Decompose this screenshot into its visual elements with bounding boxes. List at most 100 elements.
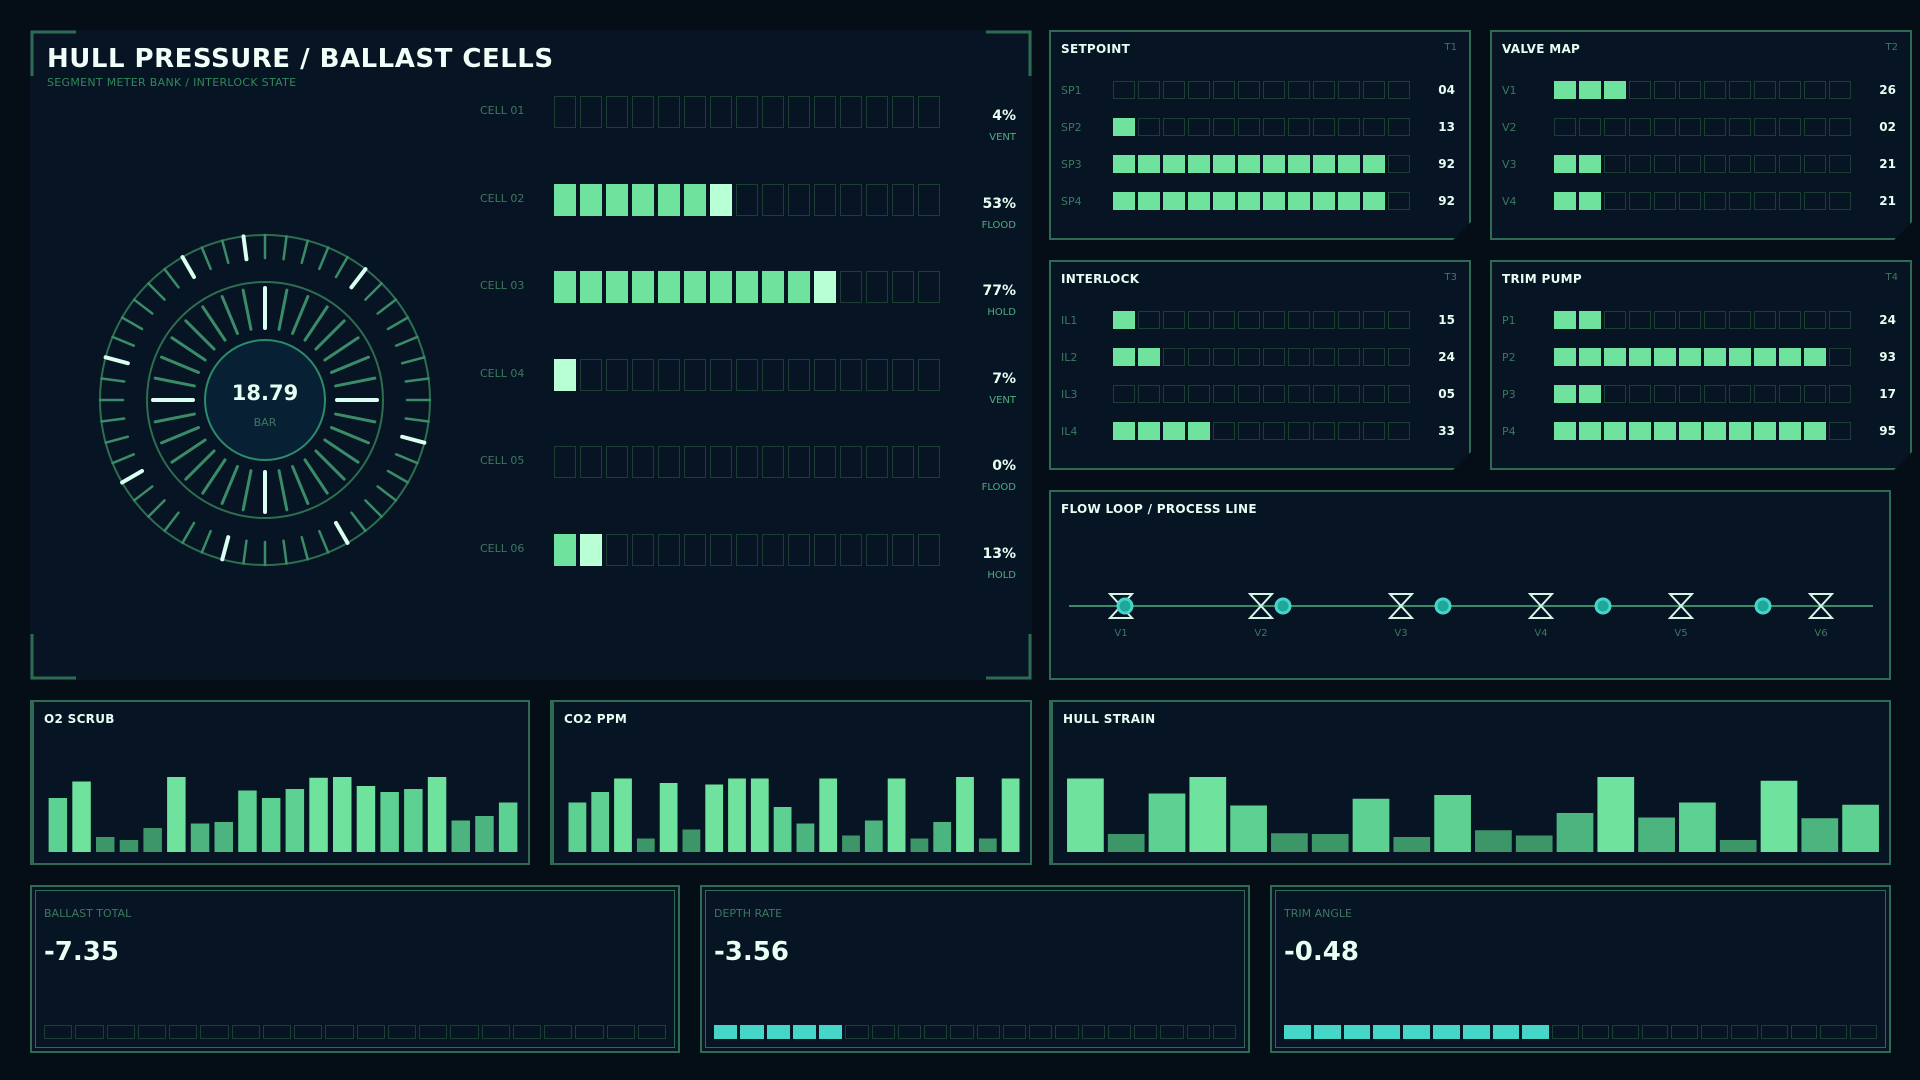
gauge-outer-tick	[242, 539, 248, 565]
bar	[956, 777, 974, 852]
bar	[864, 820, 883, 852]
meter-segment	[1288, 422, 1310, 440]
readout-segment	[950, 1025, 974, 1039]
valve-icon	[1667, 593, 1695, 619]
meter-segment	[1779, 385, 1801, 403]
meter-segment	[1754, 81, 1776, 99]
meter-segment	[736, 96, 758, 128]
meter-segment	[1604, 192, 1626, 210]
page-title: HULL PRESSURE / BALLAST CELLS	[47, 44, 554, 74]
meter-segment	[892, 271, 914, 303]
meter-segment	[1188, 385, 1210, 403]
meter-segment	[658, 358, 680, 391]
readout-segment	[419, 1025, 448, 1039]
meter-segment	[1188, 422, 1210, 440]
gauge-inner-tick	[153, 412, 196, 424]
meter-segment	[554, 183, 576, 216]
bar	[1271, 833, 1308, 852]
meter-segment	[736, 533, 758, 566]
meter-segment	[892, 358, 914, 391]
meter-row-value: 24	[1879, 313, 1896, 327]
meter-segment	[1313, 385, 1335, 403]
meter-segment	[1779, 118, 1801, 136]
meter-segment	[1729, 81, 1751, 99]
meter-segment	[1704, 155, 1726, 173]
readout-label: BALLAST TOTAL	[44, 907, 132, 920]
meter-segment	[1338, 81, 1360, 99]
meter-row-label: V4	[1502, 195, 1517, 208]
readout-trim-angle: TRIM ANGLE -0.48	[1270, 885, 1891, 1053]
meter-segment	[866, 271, 888, 303]
meter-segment	[1654, 155, 1676, 173]
cell-status: FLOOD	[981, 219, 1016, 231]
meter-segment	[1213, 155, 1235, 173]
readout-segment	[1730, 1025, 1758, 1039]
meter-segment	[814, 358, 836, 391]
bar	[1107, 834, 1145, 852]
meter-segment	[1163, 81, 1185, 99]
meter-segment	[1263, 192, 1285, 210]
gauge-outer-tick	[394, 335, 419, 347]
readout-segment	[106, 1025, 135, 1039]
gauge-inner-tick	[334, 376, 377, 388]
meter-segment	[1313, 118, 1335, 136]
meter-row-value: 24	[1438, 350, 1455, 364]
meter-segment	[1263, 155, 1285, 173]
bar	[1352, 798, 1390, 852]
meter-segment	[1704, 385, 1726, 403]
bar	[1434, 795, 1471, 852]
readout-segment	[1403, 1025, 1430, 1039]
gauge-outer-tick	[103, 355, 130, 366]
meter-segment	[1338, 422, 1360, 440]
meter-segment	[1604, 422, 1626, 440]
meter-segment	[866, 358, 888, 391]
readout-segment	[450, 1025, 479, 1039]
meter-row-bar	[1113, 348, 1410, 366]
bar	[1679, 802, 1716, 852]
readout-segment	[1212, 1025, 1236, 1039]
readout-segment	[792, 1025, 816, 1039]
meter-row-value: 95	[1879, 424, 1896, 438]
meter-segment	[606, 533, 628, 566]
readout-segment	[169, 1025, 198, 1039]
readout-segment	[231, 1025, 260, 1039]
meter-segment	[918, 358, 940, 391]
readout-segment	[637, 1025, 666, 1039]
meter-segment	[762, 358, 784, 391]
meter-row-value: 15	[1438, 313, 1455, 327]
valve-icon	[1247, 593, 1275, 619]
meter-segment	[1388, 348, 1410, 366]
page-subtitle: SEGMENT METER BANK / INTERLOCK STATE	[47, 76, 297, 89]
bar	[659, 783, 678, 852]
meter-segment	[606, 96, 628, 128]
meter-segment	[684, 96, 706, 128]
meter-segment	[762, 96, 784, 128]
cell-percent: 7%	[992, 370, 1016, 387]
bar-chart	[48, 777, 518, 852]
meter-segment	[1188, 311, 1210, 329]
meter-segment	[1754, 192, 1776, 210]
meter-segment	[1604, 81, 1626, 99]
meter-row-value: 02	[1879, 120, 1896, 134]
readout-segment	[387, 1025, 416, 1039]
gauge-outer-tick	[386, 469, 410, 484]
meter-segment	[814, 271, 836, 303]
meter-segment	[1629, 385, 1651, 403]
meter-segment	[1554, 118, 1576, 136]
gauge-outer-tick	[300, 239, 309, 265]
bar	[1067, 778, 1104, 852]
readout-segment	[137, 1025, 166, 1039]
meter-segment	[1388, 155, 1410, 173]
meter-panel-setpoint: SETPOINT T1 SP1 04 SP2 13 SP3 92 SP4 92	[1049, 30, 1471, 240]
meter-segment	[1579, 155, 1601, 173]
meter-row-label: P3	[1502, 388, 1516, 401]
gauge-outer-tick	[282, 539, 288, 565]
readout-segment	[714, 1025, 738, 1039]
gauge-inner-tick	[291, 465, 310, 505]
meter-segment	[684, 446, 706, 478]
meter-panel-tag: T3	[1444, 272, 1457, 283]
meter-segment	[1363, 385, 1385, 403]
meter-segment	[1288, 81, 1310, 99]
meter-segment	[1263, 311, 1285, 329]
meter-row-bar	[1554, 192, 1851, 210]
